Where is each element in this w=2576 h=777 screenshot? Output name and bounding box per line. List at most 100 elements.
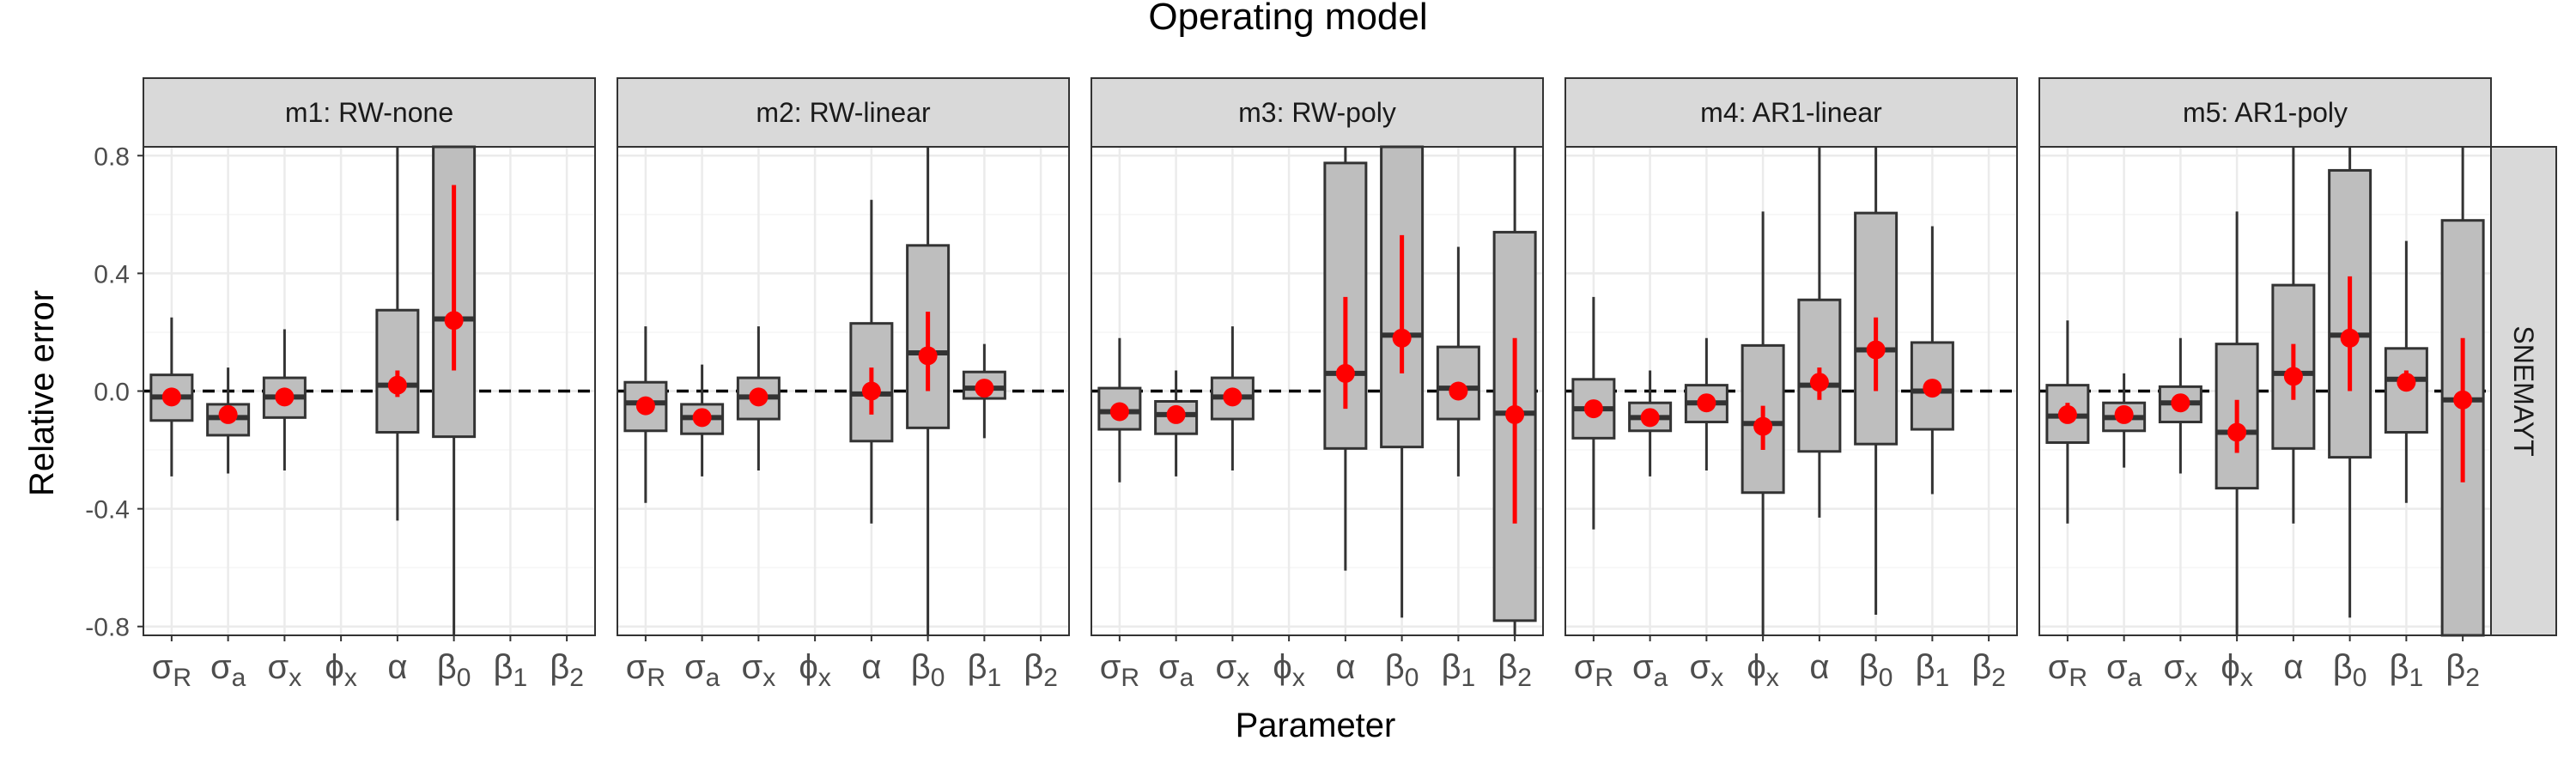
facet-strip-label: m4: AR1-linear <box>1700 97 1882 128</box>
mean-point <box>1753 416 1773 436</box>
x-tick-label: ϕx <box>325 648 356 692</box>
x-tick-label: α <box>861 648 881 686</box>
y-tick-label: -0.4 <box>85 496 130 525</box>
panel-border <box>143 146 596 636</box>
mean-point <box>635 396 655 416</box>
x-tick-label: β2 <box>550 648 584 692</box>
x-tick-label: β1 <box>1442 648 1476 692</box>
x-tick-label: β1 <box>1916 648 1950 692</box>
box-element <box>1910 226 1954 495</box>
x-tick-label: σa <box>2106 648 2142 692</box>
mean-point <box>2114 404 2134 424</box>
mean-point <box>692 408 712 428</box>
box-element <box>736 326 781 471</box>
x-tick-label: β0 <box>2333 648 2367 692</box>
box-element <box>262 329 307 471</box>
box-element <box>680 364 725 477</box>
box-element <box>623 326 668 503</box>
box-element <box>2440 147 2485 637</box>
mean-point <box>1505 404 1525 424</box>
mean-point <box>2340 328 2360 348</box>
mean-point <box>218 404 238 424</box>
mean-point <box>1109 402 1129 422</box>
mean-point <box>1166 404 1186 424</box>
chart-title: Operating model <box>1148 0 1427 38</box>
mean-point <box>2283 367 2303 386</box>
row-strip <box>2490 146 2557 636</box>
box-element <box>206 367 251 474</box>
box-element <box>2102 373 2147 468</box>
mean-point <box>2227 422 2247 442</box>
facet-strip <box>2038 77 2492 148</box>
box-element <box>1628 370 1673 477</box>
x-tick-label: σx <box>2164 648 2198 692</box>
box-element <box>1097 337 1142 483</box>
box-element <box>1323 147 1368 571</box>
box-element <box>149 317 194 477</box>
facet-panel: m3: RW-poly σR σa σx ϕx α β0 β1 β2 <box>1091 77 1544 692</box>
facet-panel: m4: AR1-linear σR σa σx ϕx α β0 β1 β2 <box>1564 77 2018 692</box>
facet-strip <box>1091 77 1544 148</box>
box-element <box>1210 326 1255 471</box>
mean-point <box>1697 393 1716 413</box>
facet-panel: m5: AR1-poly σR σa σx ϕx α β0 β1 β2 <box>2038 77 2492 692</box>
box-element <box>1854 147 1899 616</box>
x-tick-label: σa <box>210 648 246 692</box>
mean-point <box>444 311 464 331</box>
x-tick-label: β1 <box>968 648 1002 692</box>
x-tick-label: β1 <box>2390 648 2424 692</box>
x-tick-label: σx <box>1216 648 1250 692</box>
x-tick-label: σx <box>268 648 302 692</box>
box-iqr <box>1910 341 1954 431</box>
box-element <box>849 199 894 524</box>
mean-point <box>1335 363 1355 383</box>
facet-strip <box>1564 77 2018 148</box>
facet-strip <box>143 77 596 148</box>
y-tick-label: -0.8 <box>85 614 130 642</box>
x-tick-label: α <box>387 648 407 686</box>
x-tick-label: β2 <box>1024 648 1058 692</box>
box-element <box>1741 211 1785 635</box>
mean-point <box>1923 379 1942 398</box>
row-strip-label: SNEMAYT <box>2508 325 2539 456</box>
y-tick-label: 0.8 <box>94 143 130 171</box>
mean-point <box>861 381 881 401</box>
x-axis-title: Parameter <box>1236 707 1396 744</box>
box-element <box>1684 337 1728 471</box>
mean-point <box>1392 328 1412 348</box>
panel-border <box>1564 146 2018 636</box>
x-tick-label: ϕx <box>1747 648 1778 692</box>
mean-point <box>387 375 407 395</box>
box-element <box>906 147 951 635</box>
box-element <box>375 147 420 521</box>
box-iqr <box>849 322 894 443</box>
x-tick-label: σR <box>1574 648 1613 692</box>
box-element <box>2384 240 2428 503</box>
box-element <box>2271 147 2316 524</box>
box-element <box>1380 145 1425 618</box>
mean-point <box>1809 373 1829 392</box>
panel-border <box>617 146 1070 636</box>
x-tick-label: ϕx <box>1273 648 1304 692</box>
mean-point <box>1640 408 1660 428</box>
x-tick-label: α <box>1809 648 1829 686</box>
x-tick-label: σx <box>1690 648 1724 692</box>
mean-point <box>1866 340 1886 360</box>
x-tick-label: β0 <box>437 648 471 692</box>
mean-point <box>2453 390 2473 410</box>
x-tick-label: β2 <box>1971 648 2006 692</box>
box-element <box>2158 337 2202 474</box>
x-tick-label: α <box>1335 648 1355 686</box>
box-iqr <box>1097 386 1142 431</box>
facet-strip <box>617 77 1070 148</box>
x-tick-label: σa <box>1632 648 1668 692</box>
x-tick-label: ϕx <box>2221 648 2252 692</box>
x-tick-label: σa <box>684 648 720 692</box>
x-tick-label: α <box>2283 648 2303 686</box>
box-element <box>1571 296 1616 530</box>
x-tick-label: β2 <box>1498 648 1532 692</box>
x-tick-label: σa <box>1158 648 1194 692</box>
facet-strip-label: m1: RW-none <box>285 97 453 128</box>
